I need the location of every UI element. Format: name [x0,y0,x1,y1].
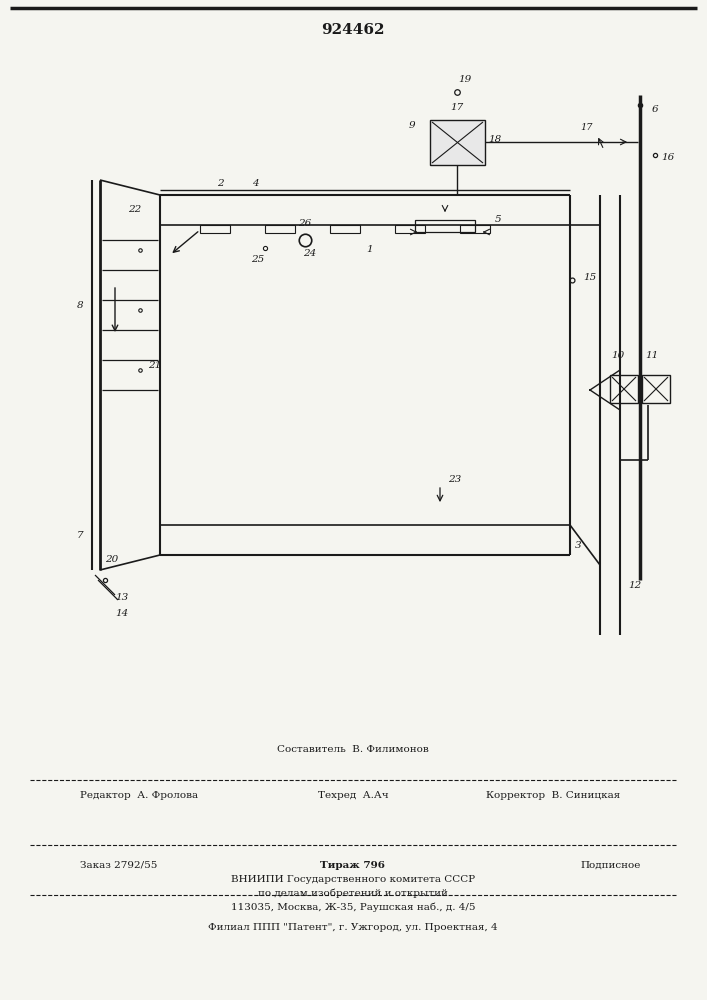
Text: 2: 2 [216,178,223,188]
Text: Составитель  В. Филимонов: Составитель В. Филимонов [277,746,429,754]
Text: 9: 9 [409,120,415,129]
Text: 924462: 924462 [321,23,385,37]
Text: 19: 19 [458,76,472,85]
Text: 20: 20 [105,556,119,564]
Bar [460,225,490,233]
Bar [265,225,295,233]
Text: Заказ 2792/55: Заказ 2792/55 [80,860,158,869]
Text: 17: 17 [450,104,464,112]
Text: 12: 12 [629,580,642,589]
Text: 16: 16 [661,153,674,162]
Text: Филиал ППП "Патент", г. Ужгород, ул. Проектная, 4: Филиал ППП "Патент", г. Ужгород, ул. Про… [208,924,498,932]
Text: 21: 21 [148,360,162,369]
Text: Техред  А.Ач: Техред А.Ач [317,790,388,800]
Text: 24: 24 [303,248,317,257]
Text: 3: 3 [575,540,581,550]
Text: 113035, Москва, Ж-35, Раушская наб., д. 4/5: 113035, Москва, Ж-35, Раушская наб., д. … [230,902,475,912]
Text: 13: 13 [115,592,129,601]
Text: Редактор  А. Фролова: Редактор А. Фролова [80,790,198,800]
Text: по делам изобретений и открытий: по делам изобретений и открытий [258,888,448,898]
Text: 10: 10 [612,351,624,360]
Text: 14: 14 [115,608,129,617]
Text: 22: 22 [129,206,141,215]
Text: ВНИИПИ Государственного комитета СССР: ВНИИПИ Государственного комитета СССР [231,876,475,884]
Text: Корректор  В. Синицкая: Корректор В. Синицкая [486,790,620,800]
Bar [330,225,360,233]
Text: 23: 23 [448,476,462,485]
Text: 25: 25 [252,255,264,264]
Text: 17: 17 [580,123,593,132]
Text: 18: 18 [489,135,502,144]
Text: 15: 15 [583,272,597,282]
Text: 11: 11 [645,351,659,360]
Text: 4: 4 [252,178,258,188]
Bar [430,120,485,165]
Text: 6: 6 [652,105,658,114]
Bar [395,225,425,233]
Text: 26: 26 [298,219,312,228]
Bar [642,375,670,403]
Text: 7: 7 [76,530,83,540]
Bar [610,375,638,403]
Text: 8: 8 [76,300,83,310]
Bar [415,220,475,232]
Text: Подписное: Подписное [580,860,641,869]
Bar [200,225,230,233]
Text: 1: 1 [367,245,373,254]
Text: Тираж 796: Тираж 796 [320,860,385,869]
Text: 5: 5 [495,216,501,225]
